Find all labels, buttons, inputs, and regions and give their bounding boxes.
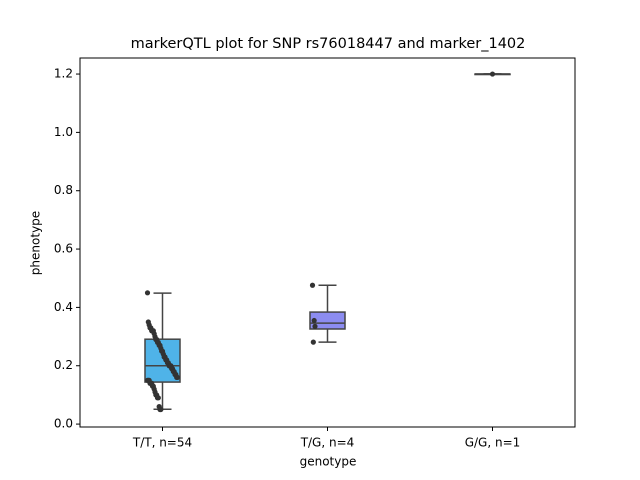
data-point xyxy=(174,374,181,381)
y-tick-label: 0.2 xyxy=(54,358,73,372)
data-point xyxy=(158,406,164,413)
chart-title: markerQTL plot for SNP rs76018447 and ma… xyxy=(131,36,526,52)
x-tick-label: T/G, n=4 xyxy=(300,436,355,450)
data-point xyxy=(312,323,318,329)
y-tick-label: 0.0 xyxy=(54,417,73,431)
y-axis-label: phenotype xyxy=(29,211,43,275)
data-point xyxy=(310,339,316,345)
x-axis-label: genotype xyxy=(300,455,357,469)
data-point xyxy=(309,282,316,288)
y-tick-label: 0.8 xyxy=(54,183,73,197)
data-point xyxy=(311,317,317,324)
y-tick-label: 1.2 xyxy=(54,67,73,81)
data-point xyxy=(489,71,496,77)
x-tick-label: G/G, n=1 xyxy=(465,436,521,450)
data-point xyxy=(144,290,151,296)
y-tick-label: 0.6 xyxy=(54,242,73,256)
y-tick-label: 0.4 xyxy=(54,300,73,314)
data-point xyxy=(155,395,161,401)
box xyxy=(309,311,346,330)
x-tick-label: T/T, n=54 xyxy=(132,436,192,450)
y-tick-label: 1.0 xyxy=(54,125,73,139)
